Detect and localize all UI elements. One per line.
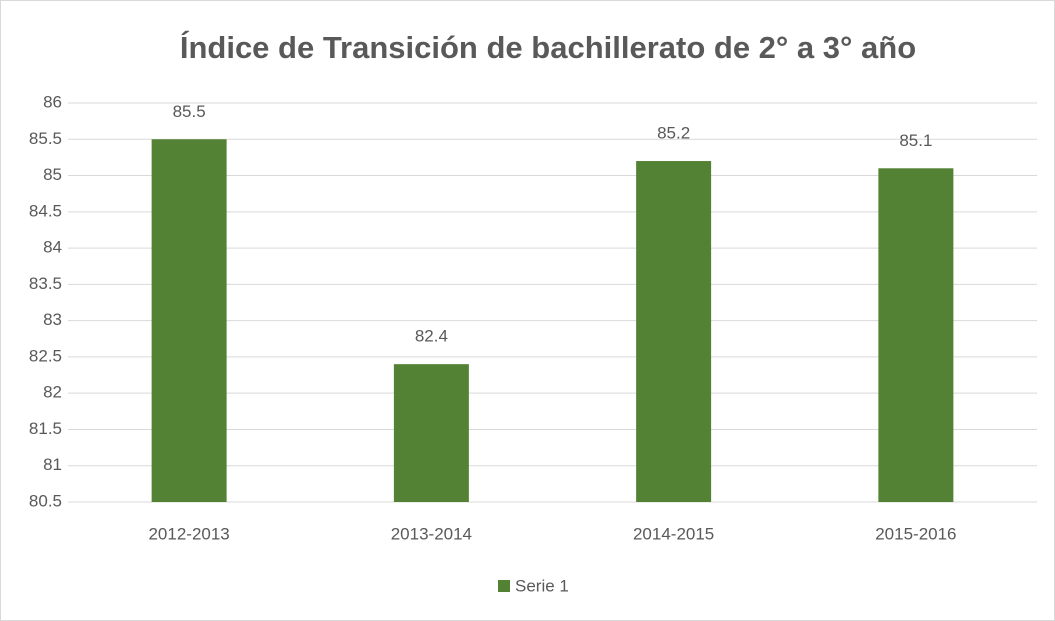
x-tick-label: 2013-2014 [391,524,472,543]
y-tick-label: 84.5 [29,201,62,220]
legend-label: Serie 1 [515,576,569,595]
data-label: 85.2 [657,124,690,143]
bar [151,139,227,503]
legend-swatch [498,580,510,592]
x-tick-label: 2012-2013 [148,524,229,543]
y-tick-label: 82 [43,383,62,402]
y-tick-label: 83.5 [29,274,62,293]
chart-title: Índice de Transición de bachillerato de … [180,30,916,65]
y-tick-label: 80.5 [29,491,62,510]
y-tick-label: 85 [43,165,62,184]
y-tick-label: 85.5 [29,129,62,148]
bar [636,161,712,502]
y-tick-label: 82.5 [29,346,62,365]
y-tick-label: 86 [43,92,62,111]
data-label: 85.1 [899,131,932,150]
x-tick-label: 2015-2016 [875,524,956,543]
y-tick-label: 81 [43,455,62,474]
y-tick-label: 81.5 [29,419,62,438]
bar [393,364,469,502]
x-tick-label: 2014-2015 [633,524,714,543]
y-tick-label: 84 [43,238,62,257]
bar [878,168,954,503]
data-label: 85.5 [173,102,206,121]
y-tick-label: 83 [43,310,62,329]
data-label: 82.4 [415,327,448,346]
